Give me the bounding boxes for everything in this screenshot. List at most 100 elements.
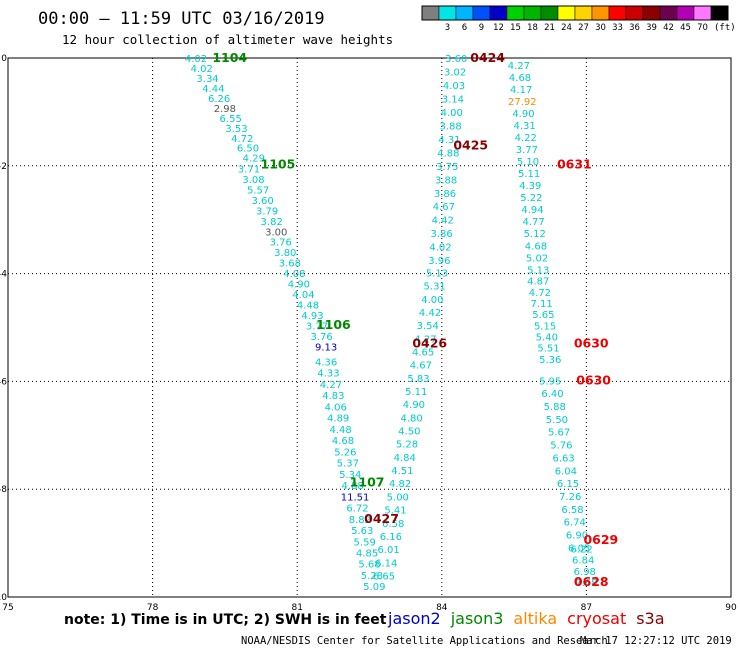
wave-height-value: 6.84 — [572, 556, 594, 567]
x-tick-label: 90 — [725, 603, 737, 613]
wave-height-value: 4.89 — [327, 414, 349, 425]
x-tick-label: 84 — [436, 603, 448, 613]
wave-height-value: 5.67 — [548, 428, 570, 439]
chart-title: 00:00 – 11:59 UTC 03/16/2019 — [38, 9, 325, 29]
track-time-label: 0631 — [557, 157, 592, 172]
wave-height-value: 4.90 — [288, 280, 310, 291]
wave-height-value: 6.63 — [552, 453, 574, 464]
colorbar-swatch — [608, 5, 627, 21]
colorbar-tick-label: 36 — [629, 23, 640, 33]
colorbar-swatch — [506, 5, 525, 21]
wave-height-value: 7.11 — [531, 299, 553, 310]
colorbar-swatch — [625, 5, 644, 21]
wave-height-value: 3.77 — [306, 321, 328, 332]
y-tick-label: -6 — [0, 377, 7, 387]
wave-height-value: 5.11 — [405, 387, 427, 398]
track-time-label: 1105 — [261, 157, 296, 172]
wave-height-value: 5.51 — [537, 344, 559, 355]
track-time-label: 0426 — [412, 336, 447, 351]
colorbar-tick-label: 6 — [462, 23, 467, 33]
wave-height-value: 4.68 — [525, 241, 547, 252]
wave-height-value: 5.76 — [550, 441, 572, 452]
colorbar-tick-label: 3 — [445, 23, 450, 33]
wave-height-value: 5.63 — [351, 526, 373, 537]
wave-height-value: 5.28 — [361, 571, 383, 582]
satellite-legend: jason2 jason3 altika cryosat s3a — [388, 609, 675, 628]
colorbar-swatch — [523, 5, 542, 21]
wave-height-value: 4.88 — [341, 481, 363, 492]
wave-height-value: 4.68 — [509, 73, 531, 84]
wave-height-value: 4.08 — [283, 269, 305, 280]
wave-height-value: 4.67 — [433, 202, 455, 213]
wave-height-value: 6.14 — [375, 558, 397, 569]
wave-height-value: 3.76 — [310, 332, 332, 343]
wave-height-value: 4.27 — [508, 61, 530, 72]
plot-frame — [7, 57, 732, 598]
wave-height-value: 4.02 — [191, 64, 213, 75]
wave-height-value: 9.13 — [315, 342, 337, 353]
wave-height-value: 4.36 — [315, 357, 337, 368]
wave-height-value: 5.31 — [424, 282, 446, 293]
wave-height-value: 4.27 — [320, 380, 342, 391]
colorbar-tick-label: 15 — [510, 23, 521, 33]
wave-height-value: 5.12 — [524, 229, 546, 240]
wave-height-value: 5.41 — [384, 506, 406, 517]
track-time-label: 1107 — [350, 475, 385, 490]
wave-height-value: 3.00 — [265, 227, 287, 238]
colorbar-swatch — [472, 5, 491, 21]
wave-height-value: 6.98 — [574, 567, 596, 578]
wave-height-value: 5.11 — [518, 169, 540, 180]
track-time-label: 0425 — [453, 137, 488, 152]
y-tick-label: -2 — [0, 162, 7, 172]
wave-height-value: 5.65 — [532, 310, 554, 321]
wave-height-value: 6.58 — [561, 505, 583, 516]
colorbar-swatch — [676, 5, 695, 21]
wave-height-value: 6.15 — [557, 479, 579, 490]
wave-height-value: 3.34 — [196, 74, 218, 85]
wave-height-value: 4.82 — [389, 479, 411, 490]
y-tick-label: -8 — [0, 485, 7, 495]
wave-height-value: 27.92 — [508, 97, 537, 108]
colorbar-tick-label: 24 — [561, 23, 572, 33]
satellite-legend-item: altika — [513, 609, 558, 628]
wave-height-value: 5.36 — [539, 355, 561, 366]
wave-height-value: 4.87 — [527, 277, 549, 288]
wave-height-value: 6.72 — [346, 504, 368, 515]
wave-height-value: 5.83 — [407, 374, 429, 385]
wave-height-value: 3.86 — [431, 229, 453, 240]
colorbar-tick-label: 45 — [680, 23, 691, 33]
wave-height-value: 3.60 — [251, 196, 273, 207]
wave-height-value: 4.72 — [529, 288, 551, 299]
wave-height-value: 4.27 — [414, 334, 436, 345]
satellite-legend-item: s3a — [636, 609, 665, 628]
wave-height-value: 3.96 — [428, 256, 450, 267]
wave-height-value: 5.15 — [534, 321, 556, 332]
wave-height-value: 5.50 — [546, 415, 568, 426]
wave-height-value: 3.53 — [225, 124, 247, 135]
colorbar-frame — [421, 5, 729, 21]
colorbar-swatch — [557, 5, 576, 21]
x-tick-label: 81 — [291, 603, 302, 613]
y-tick-label: 0 — [1, 54, 7, 64]
wave-height-value: 5.28 — [396, 440, 418, 451]
wave-height-value: 4.00 — [441, 108, 463, 119]
wave-height-value: 5.34 — [339, 470, 361, 481]
wave-height-value: 5.57 — [247, 185, 269, 196]
chart-subtitle: 12 hour collection of altimeter wave hei… — [62, 32, 394, 47]
wave-height-value: 4.93 — [301, 311, 323, 322]
wave-height-value: 3.88 — [440, 121, 462, 132]
track-time-label: 0427 — [364, 511, 399, 526]
wave-height-value: 6.90 — [566, 531, 588, 542]
colorbar-swatch — [642, 5, 661, 21]
colorbar-swatch — [421, 5, 440, 21]
wave-height-value: 5.37 — [337, 459, 359, 470]
chart-grid — [8, 58, 731, 597]
wave-height-value: 5.88 — [544, 402, 566, 413]
wave-height-value: 6.26 — [208, 94, 230, 105]
colorbar-tick-label: 27 — [578, 23, 589, 33]
wave-height-value: 4.02 — [185, 54, 207, 65]
wave-height-value: 4.83 — [322, 391, 344, 402]
wave-height-value: 3.79 — [256, 206, 278, 217]
colorbar-tick-label: 39 — [646, 23, 657, 33]
